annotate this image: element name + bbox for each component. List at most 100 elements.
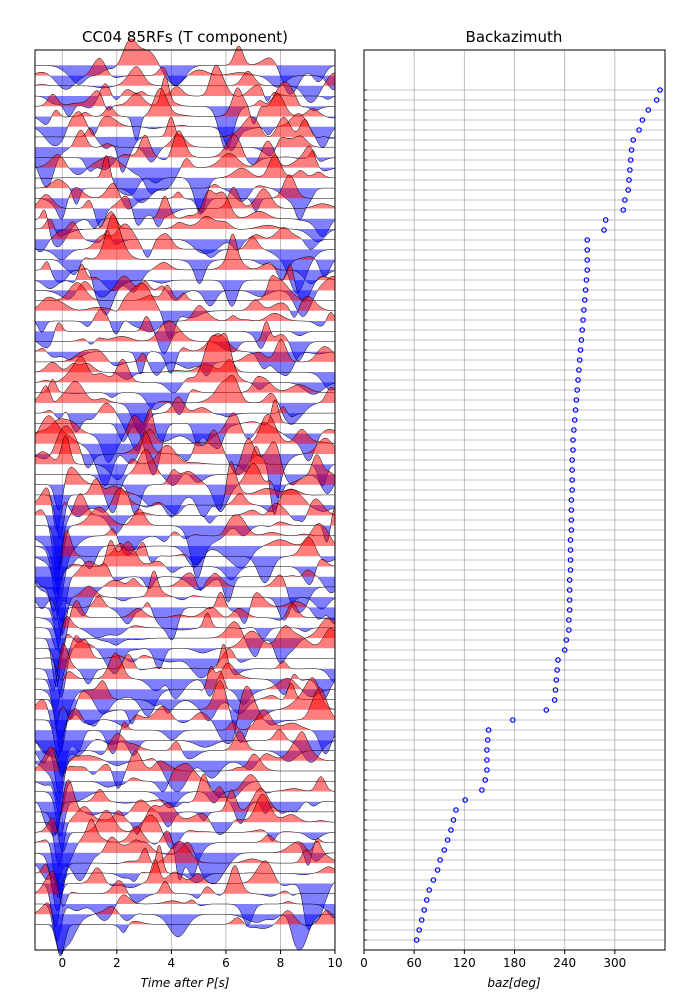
trace bbox=[35, 685, 336, 757]
backazimuth-point bbox=[625, 187, 632, 193]
trace-positive-fill bbox=[35, 174, 335, 199]
trace-negative-fill bbox=[35, 525, 335, 579]
backazimuth-point bbox=[430, 877, 437, 883]
backazimuth-point bbox=[571, 417, 578, 423]
trace bbox=[35, 154, 335, 215]
trace-line bbox=[35, 320, 335, 362]
backazimuth-point bbox=[583, 277, 590, 283]
trace-line bbox=[35, 858, 336, 930]
backazimuth-point bbox=[584, 257, 591, 263]
trace bbox=[34, 844, 336, 912]
trace-line bbox=[34, 865, 335, 907]
trace-negative-fill bbox=[35, 361, 335, 376]
trace bbox=[34, 87, 336, 141]
trace-line bbox=[34, 570, 336, 636]
trace-negative-fill bbox=[35, 607, 335, 640]
backazimuth-point bbox=[484, 757, 490, 763]
trace-positive-fill bbox=[35, 399, 335, 424]
trace-negative-fill bbox=[35, 96, 335, 117]
trace bbox=[34, 840, 336, 895]
trace bbox=[35, 320, 335, 362]
trace-negative-fill bbox=[35, 392, 335, 415]
right-x-axis-label: baz[deg] bbox=[487, 976, 541, 990]
trace-line bbox=[34, 600, 336, 656]
trace-negative-fill bbox=[35, 832, 335, 853]
backazimuth-point bbox=[568, 517, 575, 523]
trace-line bbox=[35, 233, 336, 316]
trace-line bbox=[35, 894, 336, 943]
trace-positive-fill bbox=[35, 65, 335, 97]
trace bbox=[34, 493, 336, 572]
trace-negative-fill bbox=[35, 126, 335, 151]
trace-positive-fill bbox=[35, 680, 335, 700]
trace bbox=[34, 731, 335, 804]
backazimuth-point bbox=[567, 537, 574, 543]
trace bbox=[34, 570, 336, 636]
trace-positive-fill bbox=[35, 572, 335, 587]
backazimuth-point bbox=[636, 127, 642, 133]
trace bbox=[35, 399, 335, 476]
backazimuth-point bbox=[563, 637, 570, 643]
trace bbox=[35, 506, 336, 579]
backazimuth-point bbox=[479, 787, 485, 793]
backazimuth-point bbox=[576, 367, 582, 373]
trace-positive-fill bbox=[35, 529, 335, 557]
trace-positive-fill bbox=[35, 625, 335, 649]
backazimuth-point bbox=[484, 747, 490, 753]
trace-negative-fill bbox=[35, 259, 335, 284]
trace bbox=[35, 643, 336, 692]
trace-negative-fill bbox=[35, 556, 335, 583]
trace-positive-fill bbox=[35, 130, 335, 158]
trace-positive-fill bbox=[35, 111, 335, 127]
right-x-ticks: 0 60 120 180 240 300 bbox=[360, 89, 626, 970]
backazimuth-point bbox=[581, 297, 588, 303]
trace-positive-fill bbox=[35, 731, 335, 761]
trace-negative-fill bbox=[35, 239, 335, 254]
trace-positive-fill bbox=[35, 187, 335, 209]
trace-line bbox=[34, 836, 335, 895]
trace-line bbox=[34, 263, 336, 307]
trace bbox=[35, 910, 336, 957]
backazimuth-point bbox=[566, 597, 573, 603]
trace bbox=[34, 865, 335, 907]
backazimuth-point bbox=[575, 377, 581, 383]
backazimuth-point bbox=[573, 397, 580, 403]
trace-positive-fill bbox=[35, 396, 335, 414]
backazimuth-point bbox=[653, 97, 660, 103]
backazimuth-point bbox=[434, 867, 441, 873]
backazimuth-point bbox=[569, 487, 575, 493]
trace-line bbox=[35, 652, 336, 711]
trace-negative-fill bbox=[35, 781, 335, 816]
trace-positive-fill bbox=[35, 810, 335, 833]
trace-line bbox=[35, 116, 336, 173]
trace bbox=[34, 187, 336, 228]
trace-line bbox=[35, 130, 336, 172]
backazimuth-point bbox=[413, 937, 420, 943]
trace bbox=[34, 315, 335, 355]
trace-positive-fill bbox=[35, 316, 335, 332]
backazimuth-point bbox=[639, 117, 646, 123]
backazimuth-point bbox=[423, 897, 430, 903]
trace-negative-fill bbox=[35, 699, 335, 741]
trace bbox=[34, 375, 336, 434]
trace-positive-fill bbox=[35, 375, 335, 403]
trace-line bbox=[35, 75, 335, 151]
trace-negative-fill bbox=[35, 924, 335, 956]
trace-positive-fill bbox=[35, 320, 335, 342]
trace-line bbox=[35, 506, 336, 579]
trace-line bbox=[34, 493, 336, 572]
trace-positive-fill bbox=[35, 141, 335, 168]
right-grid bbox=[363, 50, 665, 950]
trace-positive-fill bbox=[35, 794, 335, 823]
backazimuth-point bbox=[571, 427, 577, 433]
trace-negative-fill bbox=[35, 218, 335, 247]
trace bbox=[34, 263, 336, 307]
backazimuth-point bbox=[551, 697, 558, 703]
backazimuth-point bbox=[601, 227, 607, 233]
trace-negative-fill bbox=[35, 576, 335, 623]
trace-positive-fill bbox=[35, 613, 335, 628]
backazimuth-point bbox=[568, 507, 575, 513]
trace-negative-fill bbox=[35, 883, 335, 930]
trace bbox=[35, 617, 336, 688]
backazimuth-point bbox=[444, 837, 451, 843]
